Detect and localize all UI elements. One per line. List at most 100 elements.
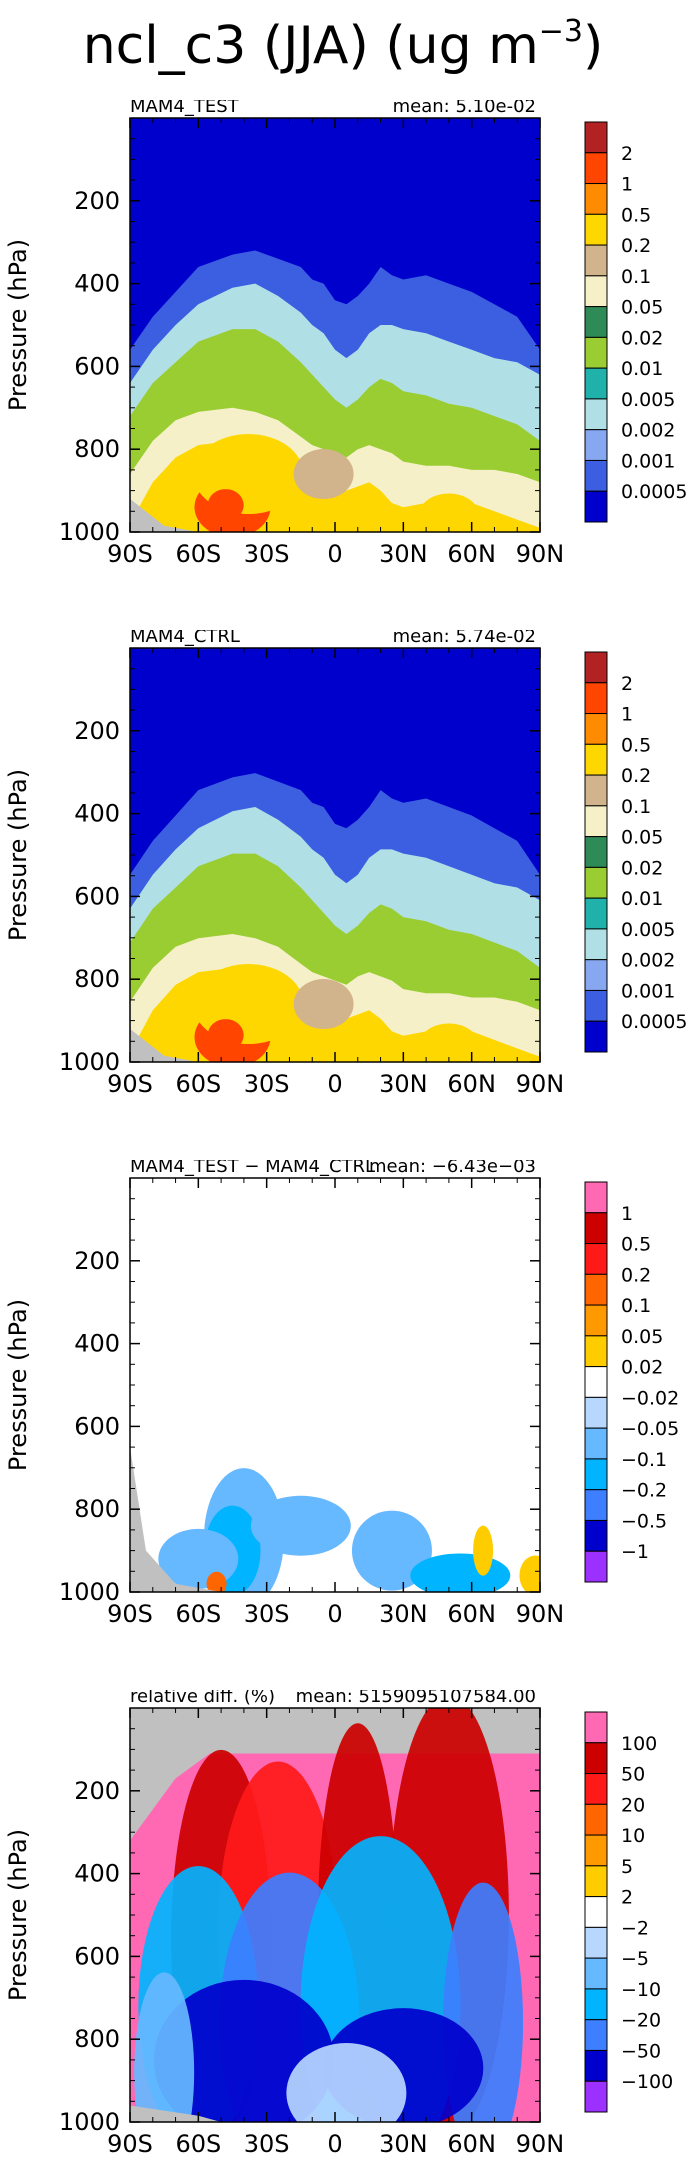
legend-label: 0.2 — [621, 235, 651, 257]
panel-difference: MAM4_TEST − MAM4_CTRL mean: −6.43e−03 200 4… — [0, 1160, 686, 1630]
legend-swatch — [584, 183, 608, 215]
legend-label: −10 — [621, 1979, 661, 2001]
panel-mean: mean: 5.10e-02 — [393, 100, 536, 117]
legend-label: 0.1 — [621, 796, 651, 818]
x-tick-label: 60N — [447, 1070, 496, 1098]
legend-swatch — [584, 774, 608, 807]
legend-swatch — [584, 152, 608, 185]
legend-swatch — [584, 1742, 608, 1775]
panel-ctrl: MAM4_CTRL mean: 5.74e-02 200 400 600 800 1000 9… — [0, 630, 686, 1100]
contour-plot-3: relative diff. (%) mean: 5159095107584.00… — [4, 1690, 673, 2158]
legend-swatch — [584, 306, 608, 338]
legend-swatch — [584, 275, 608, 308]
legend-swatch — [584, 1396, 608, 1429]
concentration-core — [418, 1023, 479, 1062]
topography-mask — [130, 1447, 222, 1592]
legend-swatch — [584, 959, 608, 991]
legend-swatch — [584, 1803, 608, 1836]
legend-label: 1 — [621, 1203, 633, 1225]
legend-label: 0.001 — [621, 980, 675, 1002]
legend-swatch — [584, 1427, 608, 1460]
legend-swatch — [584, 1957, 608, 1990]
legend-swatch — [584, 1212, 608, 1245]
difference-blob — [410, 1553, 511, 1592]
difference-blob — [206, 1571, 227, 1592]
x-tick-label: 30S — [244, 1600, 290, 1628]
legend-swatch — [584, 866, 608, 899]
panel-test: MAM4_TEST mean: 5.10e-02 200 400 600 800 1000 9… — [0, 100, 686, 570]
x-tick-label: 60N — [447, 2130, 496, 2158]
relative-diff-blob — [286, 2043, 407, 2122]
y-tick-label: 600 — [74, 1412, 120, 1440]
legend-label: −1 — [621, 1541, 649, 1563]
legend-label: 0.02 — [621, 857, 663, 879]
legend-label: 0.0005 — [621, 1011, 686, 1033]
y-tick-label: 600 — [74, 1942, 120, 1970]
x-tick-label: 30N — [379, 2130, 428, 2158]
legend-label: 2 — [621, 673, 633, 695]
legend-label: 0.02 — [621, 1357, 663, 1379]
y-tick-label: 400 — [74, 1330, 120, 1358]
panel-title: MAM4_TEST — [130, 100, 240, 117]
contour-plot-0: MAM4_TEST mean: 5.10e-0220040060080010009… — [4, 100, 686, 568]
x-tick-label: 90S — [107, 1070, 153, 1098]
legend-label: 1 — [621, 704, 633, 726]
y-tick-label: 400 — [74, 800, 120, 828]
legend-label: −50 — [621, 2040, 661, 2062]
legend-label: 0.05 — [621, 827, 663, 849]
y-tick-label: 400 — [74, 270, 120, 298]
legend-label: −0.2 — [621, 1480, 667, 1502]
legend-label: 1 — [621, 174, 633, 196]
legend-label: 0.0005 — [621, 481, 686, 503]
legend-label: 2 — [621, 1887, 633, 1909]
contour-plot-1: MAM4_CTRL mean: 5.74e-0220040060080010009… — [4, 630, 686, 1098]
legend-label: −5 — [621, 1948, 649, 1970]
y-axis-label: Pressure (hPa) — [4, 239, 32, 411]
legend-swatch — [584, 1988, 608, 2021]
legend-label: 0.2 — [621, 765, 651, 787]
legend-label: 0.001 — [621, 450, 675, 472]
legend-swatch — [584, 2049, 608, 2082]
legend-swatch — [584, 459, 608, 492]
legend-label: 100 — [621, 1733, 657, 1755]
legend-label: −2 — [621, 1917, 649, 1939]
legend-label: 0.05 — [621, 1326, 663, 1348]
legend-swatch — [584, 1550, 608, 1583]
y-tick-label: 1000 — [59, 1048, 120, 1076]
panel-title: MAM4_CTRL — [130, 630, 240, 647]
legend-swatch — [584, 1335, 608, 1368]
x-tick-label: 0 — [327, 540, 342, 568]
x-tick-label: 90N — [516, 2130, 565, 2158]
legend-swatch — [584, 2019, 608, 2051]
x-tick-label: 0 — [327, 1600, 342, 1628]
panel-title: relative diff. (%) — [130, 1690, 275, 1707]
y-tick-label: 800 — [74, 965, 120, 993]
y-axis-label: Pressure (hPa) — [4, 769, 32, 941]
x-tick-label: 30S — [244, 540, 290, 568]
legend-label: −0.1 — [621, 1449, 667, 1471]
legend-swatch — [584, 398, 608, 431]
legend-swatch — [584, 1711, 608, 1744]
legend-swatch — [584, 897, 608, 930]
legend-swatch — [584, 367, 608, 400]
y-tick-label: 1000 — [59, 518, 120, 546]
x-tick-label: 90N — [516, 1600, 565, 1628]
difference-blob — [250, 1495, 351, 1556]
y-tick-label: 200 — [74, 1247, 120, 1275]
panel-mean: mean: −6.43e−03 — [369, 1160, 536, 1177]
x-tick-label: 30N — [379, 1600, 428, 1628]
legend-label: 0.5 — [621, 204, 651, 226]
legend-swatch — [584, 1489, 608, 1521]
y-tick-label: 800 — [74, 2025, 120, 2053]
x-tick-label: 60S — [175, 540, 221, 568]
concentration-max — [207, 489, 244, 522]
legend-swatch — [584, 121, 608, 154]
x-tick-label: 60S — [175, 1070, 221, 1098]
legend-label: 0.05 — [621, 297, 663, 319]
figure-title-exponent: −3 — [538, 14, 583, 49]
x-tick-label: 60N — [447, 540, 496, 568]
legend-label: 0.01 — [621, 888, 663, 910]
legend-swatch — [584, 1366, 608, 1398]
legend-swatch — [584, 2080, 608, 2113]
